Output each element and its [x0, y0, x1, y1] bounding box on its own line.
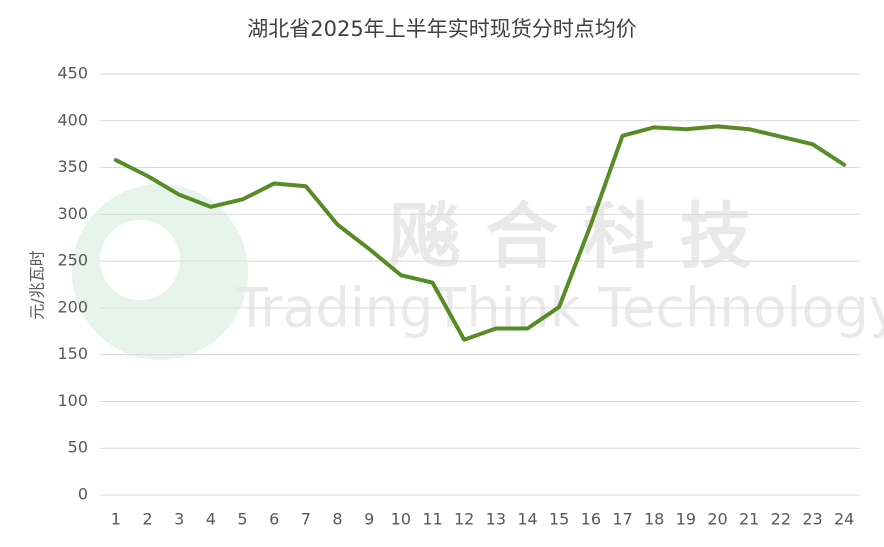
x-tick-label: 15 [549, 510, 569, 529]
x-tick-label: 9 [364, 510, 374, 529]
y-axis-label: 元/兆瓦时 [28, 250, 47, 319]
x-tick-label: 17 [612, 510, 632, 529]
x-tick-label: 21 [739, 510, 759, 529]
x-tick-label: 1 [111, 510, 121, 529]
x-tick-label: 20 [707, 510, 727, 529]
x-tick-label: 22 [771, 510, 791, 529]
y-tick-label: 450 [57, 64, 88, 83]
watermark-logo [100, 220, 180, 300]
y-tick-label: 0 [78, 485, 88, 504]
x-tick-label: 6 [269, 510, 279, 529]
x-tick-label: 12 [454, 510, 474, 529]
y-tick-label: 300 [57, 204, 88, 223]
x-tick-label: 18 [644, 510, 664, 529]
x-tick-label: 3 [174, 510, 184, 529]
y-tick-label: 100 [57, 391, 88, 410]
x-tick-label: 23 [802, 510, 822, 529]
chart-title: 湖北省2025年上半年实时现货分时点均价 [247, 17, 636, 41]
y-tick-label: 200 [57, 297, 88, 316]
x-tick-label: 5 [237, 510, 247, 529]
y-tick-label: 400 [57, 110, 88, 129]
y-tick-label: 50 [68, 438, 88, 457]
x-tick-label: 19 [676, 510, 696, 529]
y-tick-label: 350 [57, 157, 88, 176]
watermark-logo [72, 184, 248, 360]
x-tick-label: 10 [391, 510, 411, 529]
x-tick-label: 4 [206, 510, 216, 529]
x-tick-label: 2 [142, 510, 152, 529]
y-tick-label: 250 [57, 251, 88, 270]
x-tick-label: 8 [332, 510, 342, 529]
x-tick-label: 13 [486, 510, 506, 529]
y-tick-label: 150 [57, 344, 88, 363]
x-tick-label: 14 [517, 510, 537, 529]
watermark-text: 飚 合 科 技 [388, 195, 751, 279]
x-tick-label: 24 [834, 510, 854, 529]
x-tick-label: 16 [581, 510, 601, 529]
x-tick-label: 7 [301, 510, 311, 529]
x-tick-label: 11 [422, 510, 442, 529]
data-line [113, 124, 847, 342]
